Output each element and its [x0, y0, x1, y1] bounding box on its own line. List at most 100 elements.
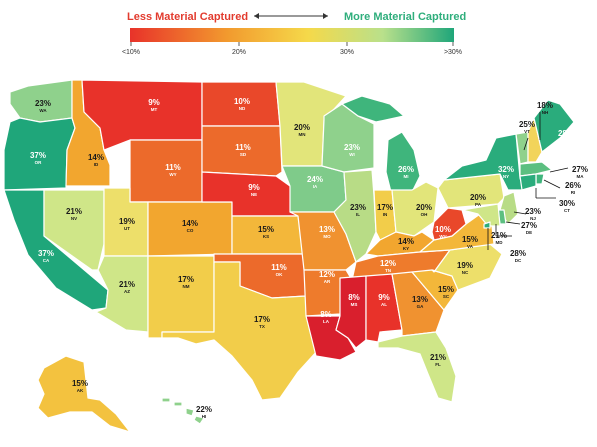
state-il[interactable] — [333, 169, 377, 263]
state-label-nj: 23%NJ — [525, 207, 541, 221]
state-ak[interactable] — [37, 355, 131, 433]
state-ny[interactable] — [443, 133, 525, 191]
state-label-ma: 27%MA — [572, 165, 588, 179]
state-abbr-tx: TX — [259, 324, 265, 329]
state-label-ar: 12%AR — [319, 270, 335, 284]
legend-tick-1: 20% — [232, 49, 246, 56]
state-abbr-ma: MA — [577, 174, 585, 179]
state-label-ms: 8%MS — [348, 293, 360, 307]
state-ct[interactable] — [519, 173, 537, 191]
state-ri[interactable] — [535, 173, 545, 185]
state-label-ky: 14%KY — [398, 237, 414, 251]
state-abbr-id: ID — [94, 162, 99, 167]
state-value-la: 8% — [320, 310, 332, 319]
state-abbr-ut: UT — [124, 226, 130, 231]
state-me[interactable] — [533, 99, 575, 153]
state-value-pa: 20% — [470, 193, 486, 202]
state-label-ga: 13%GA — [412, 295, 428, 309]
state-fl[interactable] — [377, 331, 457, 403]
legend-tick-2: 30% — [340, 49, 354, 56]
legend: Less Material Captured More Material Cap… — [122, 11, 466, 56]
state-md[interactable] — [461, 203, 501, 227]
state-abbr-wi: WI — [349, 152, 355, 157]
legend-left-label: Less Material Captured — [127, 11, 248, 23]
state-abbr-ak: AK — [77, 388, 84, 393]
state-label-co: 14%CO — [182, 219, 198, 233]
state-value-id: 14% — [88, 153, 104, 162]
state-abbr-or: OR — [35, 160, 43, 165]
state-mi[interactable] — [385, 131, 421, 197]
state-value-az: 21% — [119, 280, 135, 289]
state-value-ut: 19% — [119, 217, 135, 226]
state-label-ct: 30%CT — [559, 199, 575, 213]
state-abbr-ok: OK — [276, 272, 284, 277]
state-nm[interactable] — [147, 255, 215, 339]
state-abbr-il: IL — [356, 212, 360, 217]
state-value-al: 9% — [378, 293, 390, 302]
state-abbr-mo: MO — [323, 234, 331, 239]
state-label-nc: 19%NC — [457, 261, 473, 275]
state-value-mt: 9% — [148, 98, 160, 107]
state-abbr-dc: DC — [515, 258, 522, 263]
state-abbr-md: MD — [496, 240, 504, 245]
state-value-tx: 17% — [254, 315, 270, 324]
state-value-nj: 23% — [525, 207, 541, 216]
state-abbr-sc: SC — [443, 294, 450, 299]
state-abbr-ky: KY — [403, 246, 409, 251]
state-ma[interactable] — [519, 161, 553, 177]
state-abbr-wv: WV — [439, 234, 446, 239]
state-tx[interactable] — [161, 261, 319, 401]
state-label-va: 15%VA — [462, 235, 478, 249]
legend-gradient-bar — [130, 28, 454, 42]
state-value-in: 17% — [377, 203, 393, 212]
state-abbr-al: AL — [381, 302, 387, 307]
state-abbr-fl: FL — [435, 362, 441, 367]
state-label-oh: 20%OH — [416, 203, 432, 217]
state-label-nv: 21%NV — [66, 207, 82, 221]
state-abbr-la: LA — [323, 319, 330, 324]
state-value-me: 28% — [558, 129, 574, 138]
state-nh[interactable] — [527, 117, 543, 163]
state-abbr-de: DE — [526, 230, 532, 235]
state-value-ny: 32% — [498, 165, 514, 174]
state-mi-upper[interactable] — [341, 95, 405, 123]
state-label-az: 21%AZ — [119, 280, 135, 294]
state-value-nv: 21% — [66, 207, 82, 216]
state-label-tx: 17%TX — [254, 315, 270, 329]
state-abbr-ks: KS — [263, 234, 269, 239]
state-abbr-vt: VT — [524, 129, 530, 134]
state-abbr-ct: CT — [564, 208, 570, 213]
state-label-ia: 24%IA — [307, 175, 323, 189]
state-abbr-nh: NH — [542, 110, 549, 115]
state-ia[interactable] — [281, 165, 347, 213]
state-label-ut: 19%UT — [119, 217, 135, 231]
state-value-nh: 18% — [537, 101, 553, 110]
state-abbr-ny: NY — [503, 174, 509, 179]
state-value-tn: 12% — [380, 259, 396, 268]
state-value-ri: 26% — [565, 181, 581, 190]
state-label-ny: 32%NY — [498, 165, 514, 179]
state-value-ok: 11% — [271, 263, 287, 272]
state-label-wv: 10%WV — [435, 225, 451, 239]
state-value-ga: 13% — [412, 295, 428, 304]
state-abbr-mn: MN — [299, 132, 306, 137]
state-dc[interactable] — [483, 221, 491, 229]
state-label-or: 37%OR — [30, 151, 46, 165]
state-hi[interactable] — [161, 397, 205, 425]
state-sd[interactable] — [201, 125, 283, 177]
state-label-sd: 11%SD — [235, 143, 251, 157]
state-value-wi: 23% — [344, 143, 360, 152]
state-label-dc: 28%DC — [510, 249, 526, 263]
state-abbr-nm: NM — [183, 284, 190, 289]
state-abbr-ca: CA — [43, 258, 50, 263]
state-value-vt: 25% — [519, 120, 535, 129]
state-label-wa: 23%WA — [35, 99, 51, 113]
state-value-hi: 22% — [196, 405, 212, 414]
state-label-mn: 20%MN — [294, 123, 310, 137]
state-value-nm: 17% — [178, 275, 194, 284]
state-value-il: 23% — [350, 203, 366, 212]
state-label-sc: 15%SC — [438, 285, 454, 299]
state-abbr-az: AZ — [124, 289, 130, 294]
